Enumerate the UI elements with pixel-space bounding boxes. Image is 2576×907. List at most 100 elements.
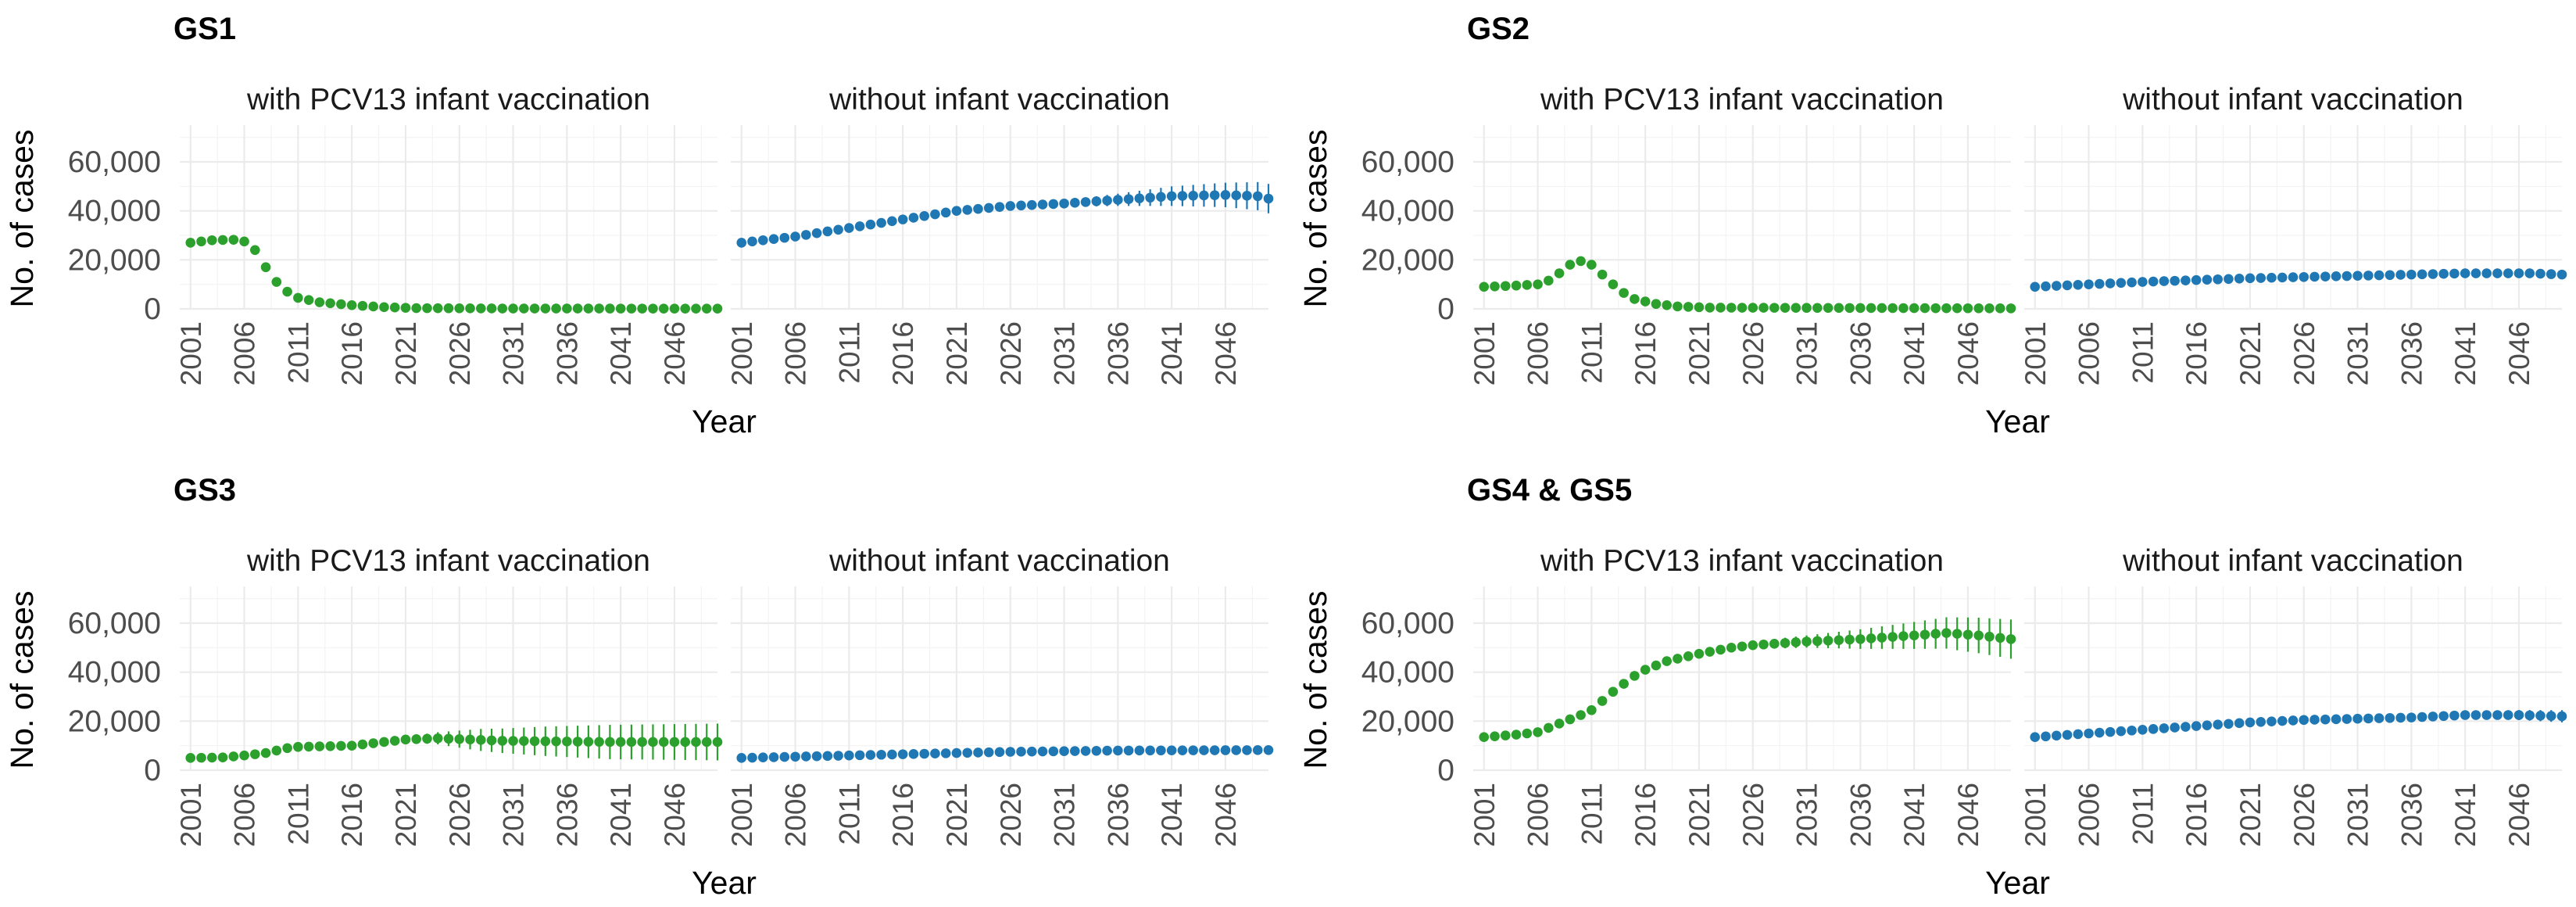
data-point (736, 238, 747, 248)
data-point (2524, 268, 2535, 278)
data-point (2005, 634, 2016, 644)
data-point (2481, 268, 2492, 278)
data-point (465, 303, 475, 314)
x-tick-label: 2046 (1210, 783, 1242, 847)
data-point (790, 231, 800, 242)
data-point (2406, 269, 2417, 280)
data-point (1242, 745, 1252, 755)
y-tick-label: 60,000 (68, 145, 161, 179)
x-tick-label: 2011 (282, 783, 314, 845)
data-point (1909, 303, 1919, 314)
data-point (2363, 713, 2374, 724)
data-point (1048, 199, 1059, 210)
data-point (691, 737, 701, 747)
data-point (2288, 715, 2299, 726)
data-point (1597, 696, 1608, 706)
x-tick-label: 2036 (1102, 321, 1134, 385)
data-point (1113, 195, 1123, 205)
data-point (2267, 272, 2277, 283)
data-point (994, 747, 1005, 758)
data-point (2492, 710, 2503, 720)
data-point (1511, 730, 1522, 740)
data-point (1780, 638, 1791, 648)
data-point (962, 205, 973, 215)
x-tick-label: 2006 (1522, 783, 1555, 847)
data-point (2267, 716, 2277, 726)
data-point (1231, 745, 1242, 755)
data-point (1080, 746, 1091, 756)
x-tick-label: 2016 (887, 783, 919, 847)
data-point (2191, 721, 2202, 731)
x-tick-label: 2016 (1630, 783, 1662, 847)
data-point (669, 737, 680, 747)
data-point (1919, 629, 1930, 640)
data-point (2030, 281, 2041, 292)
data-point (983, 203, 994, 213)
data-point (1683, 651, 1694, 661)
x-tick-label: 2026 (995, 321, 1027, 385)
data-point (1500, 730, 1511, 740)
y-tick-label: 40,000 (1361, 195, 1454, 228)
data-point (497, 736, 508, 746)
data-point (2095, 727, 2105, 738)
facet-panel-without-vaccination: without infant vaccination 2001 2006 2011 20… (726, 83, 1274, 385)
data-point (239, 236, 249, 247)
y-tick-label: 60,000 (1361, 145, 1454, 179)
chart-group-2: GS2 No. of cases 0 20,000 40,000 60,000 Year wi… (1297, 12, 2567, 439)
data-point (2277, 715, 2288, 726)
data-point (2299, 715, 2309, 726)
data-point (1801, 303, 1812, 314)
x-tick-label: 2046 (1952, 321, 1984, 385)
x-tick-label: 2031 (1791, 321, 1823, 385)
data-point (1662, 300, 1672, 310)
data-point (2406, 712, 2417, 722)
y-tick-label: 0 (144, 754, 161, 787)
data-point (314, 741, 325, 751)
data-point (1533, 279, 1543, 289)
data-point (1673, 301, 1683, 312)
data-point (680, 737, 691, 747)
data-point (2299, 271, 2309, 282)
data-point (2277, 272, 2288, 283)
data-point (1080, 197, 1091, 207)
data-point (389, 302, 400, 313)
data-point (962, 747, 973, 758)
data-point (1791, 303, 1801, 314)
data-point (1177, 745, 1188, 755)
data-point (357, 739, 368, 750)
data-point (1113, 745, 1123, 756)
data-point (1199, 745, 1209, 755)
facet-title: without infant vaccination (828, 544, 1170, 578)
data-point (206, 752, 217, 763)
data-point (1823, 635, 1834, 646)
data-point (1619, 288, 1629, 298)
data-point (454, 734, 465, 744)
data-point (919, 748, 929, 759)
data-point (865, 219, 876, 230)
x-tick-label: 2031 (498, 783, 530, 847)
data-point (2492, 268, 2503, 278)
data-point (2213, 719, 2223, 730)
x-tick-label: 2026 (2288, 321, 2320, 385)
data-point (1242, 191, 1252, 201)
data-point (1587, 260, 1597, 270)
data-point (897, 214, 908, 224)
x-tick-label: 2036 (1844, 783, 1877, 847)
data-point (1102, 745, 1112, 756)
data-point (271, 745, 282, 756)
data-point (1059, 746, 1069, 757)
x-tick-label: 2026 (995, 783, 1027, 847)
x-tick-label: 2031 (1791, 783, 1823, 847)
data-point (303, 741, 314, 752)
data-point (217, 752, 228, 763)
x-tick-label: 2041 (605, 783, 637, 847)
data-point (346, 740, 357, 751)
data-point (1188, 745, 1198, 755)
data-point (930, 748, 940, 758)
data-point (1651, 299, 1662, 310)
data-point (2556, 711, 2567, 722)
data-point (2438, 711, 2449, 722)
data-point (2331, 271, 2342, 281)
data-point (2073, 279, 2084, 290)
x-tick-label: 2026 (2288, 783, 2320, 847)
